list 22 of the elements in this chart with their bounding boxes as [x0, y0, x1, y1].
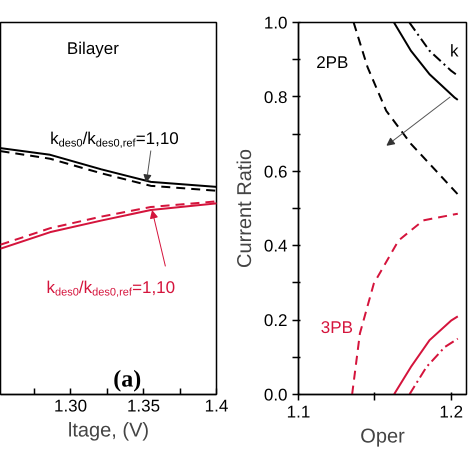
- x-tick-label: 1.35: [126, 396, 160, 416]
- y-tick-label: 0.2: [264, 311, 288, 330]
- x-axis-title: ltage, (V): [68, 420, 150, 442]
- line-series: [408, 338, 459, 394]
- annotation: 3PB: [320, 318, 353, 338]
- y-tick-label: 0.8: [264, 88, 288, 107]
- x-tick-label: 1.1: [286, 402, 310, 422]
- y-axis-title: Current Ratio: [234, 149, 256, 268]
- text: Bilayer: [66, 39, 120, 58]
- y-tick-label: 0.0: [264, 386, 288, 404]
- x-tick-label: 1.2: [439, 402, 464, 422]
- y-tick-label: 0.6: [264, 162, 288, 182]
- annotation: k: [450, 41, 460, 60]
- line-series: [392, 315, 459, 394]
- x-tick-label: 1.4: [204, 396, 228, 416]
- x-axis-title: Oper: [360, 426, 406, 448]
- annotation: (a): [113, 366, 142, 393]
- line-series: [351, 212, 459, 394]
- annotation: 2PB: [316, 53, 348, 72]
- y-tick-label: 1.0: [264, 14, 288, 32]
- y-tick-label: 0.4: [264, 236, 288, 256]
- x-tick-label: 1.30: [54, 396, 88, 416]
